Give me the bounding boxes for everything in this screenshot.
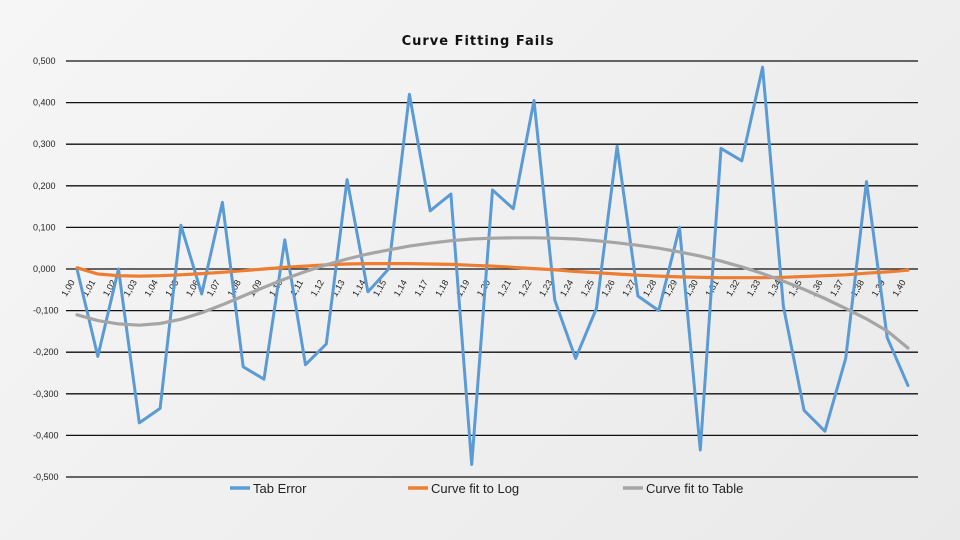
x-tick-label: 1,03	[122, 278, 139, 298]
y-tick-label: 0,500	[33, 56, 56, 66]
x-tick-label: 1,07	[205, 278, 222, 298]
legend-label: Curve fit to Log	[431, 481, 519, 496]
x-tick-label: 1,26	[599, 278, 616, 298]
y-tick-label: -0,500	[33, 472, 59, 482]
x-tick-label: 1,14	[392, 278, 409, 298]
x-tick-label: 1,00	[59, 278, 76, 298]
series-line-1	[75, 65, 910, 466]
y-tick-labels: 0,500 0,400 0,300 0,200 0,100 0,000 -0,100 -0,2…	[33, 56, 59, 482]
x-tick-label: 1,33	[745, 278, 762, 298]
x-tick-label: 1,38	[849, 278, 866, 298]
x-tick-label: 1,24	[558, 278, 575, 298]
y-tick-label: 0,300	[33, 139, 56, 149]
x-tick-label: 1,12	[309, 278, 326, 298]
legend-label: Curve fit to Table	[646, 481, 743, 496]
y-tick-label: 0,200	[33, 181, 56, 191]
y-tick-label: 0,000	[33, 264, 56, 274]
y-tick-label: -0,300	[33, 389, 59, 399]
y-tick-label: -0,200	[33, 347, 59, 357]
y-tick-label: -0,100	[33, 306, 59, 316]
x-tick-label: 1,32	[724, 278, 741, 298]
x-tick-label: 1,22	[516, 278, 533, 298]
chart-title: Curve Fitting Fails	[402, 34, 555, 49]
y-tick-label: 0,100	[33, 222, 56, 232]
x-tick-label: 1,18	[433, 278, 450, 298]
x-tick-label: 1,37	[828, 278, 845, 298]
x-tick-label: 1,04	[142, 278, 159, 298]
series-line-2	[75, 262, 910, 280]
x-tick-label: 1,21	[496, 278, 513, 298]
x-tick-label: 1,28	[641, 278, 658, 298]
legend: Tab Error Curve fit to Log Curve fit to Ta…	[230, 481, 743, 496]
legend-label: Tab Error	[253, 481, 307, 496]
x-tick-label: 1,40	[890, 278, 907, 298]
series-line-3	[75, 236, 910, 350]
y-tick-label: -0,400	[33, 430, 59, 440]
y-tick-label: 0,400	[33, 98, 56, 108]
x-tick-label: 1,17	[412, 278, 429, 298]
series-layer	[75, 65, 910, 466]
x-tick-label: 1,25	[579, 278, 596, 298]
